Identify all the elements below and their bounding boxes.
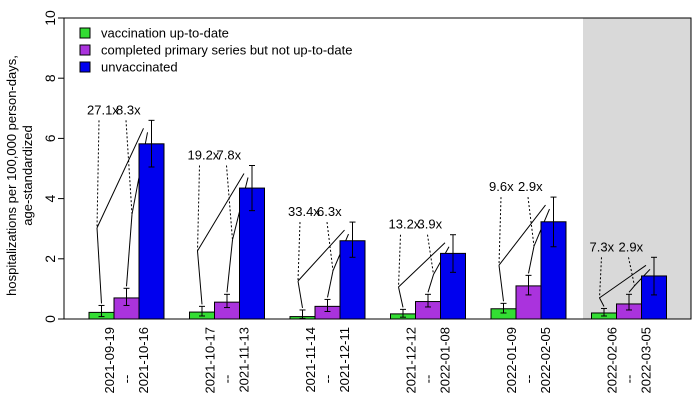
ratio-label-unvax-vs-uptodate: 27.1x — [87, 102, 119, 117]
ratio-connector-dotted — [498, 197, 502, 266]
period-separator-label: -- — [421, 375, 436, 384]
ratio-connector-dotted — [226, 165, 233, 240]
ratio-connector-solid — [226, 239, 233, 293]
x-axis-labels-layer: 2021-09-19 -- 2021-10-16 2021-10-17 -- 2021-1… — [102, 327, 654, 394]
ratio-connector-dotted — [599, 257, 602, 298]
ratio-label-unvax-vs-uptodate: 7.3x — [590, 239, 615, 254]
ratio-connector-solid — [398, 286, 404, 308]
ratio-connector-dotted — [628, 257, 635, 286]
ratio-label-unvax-vs-primary: 2.9x — [619, 239, 644, 254]
ratio-connector-solid — [599, 264, 647, 299]
period-separator-label: -- — [622, 375, 637, 384]
ratio-label-unvax-vs-uptodate: 19.2x — [188, 147, 220, 162]
y-tick-label: 4 — [42, 194, 58, 202]
period-start-label: 2021-09-19 — [102, 327, 117, 394]
period-start-label: 2022-02-06 — [605, 327, 620, 394]
y-tick-label: 2 — [42, 255, 58, 263]
ratio-label-unvax-vs-primary: 6.3x — [317, 204, 342, 219]
y-tick-label: 10 — [42, 10, 58, 26]
y-tick-label: 8 — [42, 74, 58, 82]
ratio-connector-solid — [96, 128, 144, 229]
ratio-connector-solid — [197, 250, 203, 305]
ratio-connector-layer — [96, 120, 651, 309]
ratio-label-unvax-vs-primary: 8.3x — [116, 102, 141, 117]
ratio-connector-solid — [96, 227, 102, 304]
shaded-period-background — [583, 18, 691, 319]
plot-frame — [63, 17, 692, 320]
legend-label-unvaccinated: unvaccinated — [101, 60, 178, 75]
ratio-connector-solid — [398, 242, 446, 288]
ratio-label-unvax-vs-primary: 2.9x — [518, 179, 543, 194]
ratio-connector-dotted — [427, 234, 434, 275]
ratio-connector-dotted — [527, 197, 535, 247]
legend-label-uptodate: vaccination up-to-date — [101, 26, 229, 41]
legend: vaccination up-to-date completed primary … — [79, 26, 352, 75]
ratio-label-unvax-vs-uptodate: 9.6x — [489, 179, 514, 194]
ratio-connector-dotted — [326, 222, 334, 271]
ratio-connector-solid — [297, 229, 345, 282]
y-tick-label: 0 — [42, 315, 58, 323]
ratio-label-unvax-vs-uptodate: 13.2x — [389, 217, 421, 232]
ratio-connector-solid — [327, 270, 334, 298]
bar-unvaccinated — [138, 143, 165, 320]
period-end-label: 2022-03-05 — [639, 327, 654, 394]
period-end-label: 2021-12-11 — [337, 327, 352, 393]
ratio-connector-solid — [498, 204, 546, 266]
legend-swatch-uptodate — [79, 27, 91, 39]
period-end-label: 2022-01-08 — [438, 327, 453, 394]
ratio-connector-solid — [528, 246, 535, 274]
ratio-connector-dotted — [125, 120, 133, 215]
ratio-connector-solid — [599, 297, 605, 307]
ratio-label-unvax-vs-primary: 7.8x — [217, 147, 242, 162]
ratio-connector-solid — [628, 285, 635, 293]
ratio-connector-solid — [297, 280, 303, 309]
period-start-label: 2021-12-12 — [404, 327, 419, 394]
y-axis-title-line-2: age-standardized — [20, 125, 35, 225]
ratio-connector-dotted — [96, 120, 100, 228]
ratio-connector-dotted — [398, 234, 401, 288]
ratio-connector-dotted — [197, 165, 200, 251]
y-axis-title-line-1: hospitalizations per 100,000 person-days… — [4, 55, 19, 296]
error-bars-layer — [98, 119, 657, 319]
period-start-label: 2021-10-17 — [203, 327, 218, 394]
period-separator-label: -- — [521, 375, 536, 384]
y-axis-layer: 0 2 4 6 8 10 hospitalizations per 100,000 pers… — [4, 10, 65, 323]
shaded-period-layer — [583, 18, 691, 319]
period-start-label: 2022-01-09 — [504, 327, 519, 394]
ratio-connector-solid — [126, 214, 133, 287]
legend-swatch-primary — [79, 44, 91, 56]
legend-label-primary: completed primary series but not up-to-d… — [101, 43, 352, 58]
period-separator-label: -- — [220, 375, 235, 384]
ratio-labels-layer: 27.1x8.3x 19.2x7.8x 33.4x6.3x 13.2x3.9x 9.6x… — [87, 102, 644, 254]
period-end-label: 2022-02-05 — [538, 327, 553, 394]
ratio-label-unvax-vs-uptodate: 33.4x — [288, 204, 320, 219]
period-end-label: 2021-10-16 — [136, 327, 151, 394]
period-end-label: 2021-11-13 — [237, 327, 252, 393]
ratio-label-unvax-vs-primary: 3.9x — [418, 217, 443, 232]
legend-swatch-unvaccinated — [79, 61, 91, 73]
period-separator-label: -- — [320, 375, 335, 384]
period-start-label: 2021-11-14 — [303, 327, 318, 393]
ratio-connector-solid — [498, 265, 504, 302]
bars-layer — [88, 143, 667, 320]
y-axis-title: hospitalizations per 100,000 person-days… — [4, 55, 35, 296]
ratio-connector-solid — [197, 173, 245, 252]
ratio-connector-dotted — [297, 222, 301, 282]
ratio-connector-solid — [427, 274, 434, 293]
period-separator-label: -- — [119, 375, 134, 384]
y-tick-label: 6 — [42, 134, 58, 142]
